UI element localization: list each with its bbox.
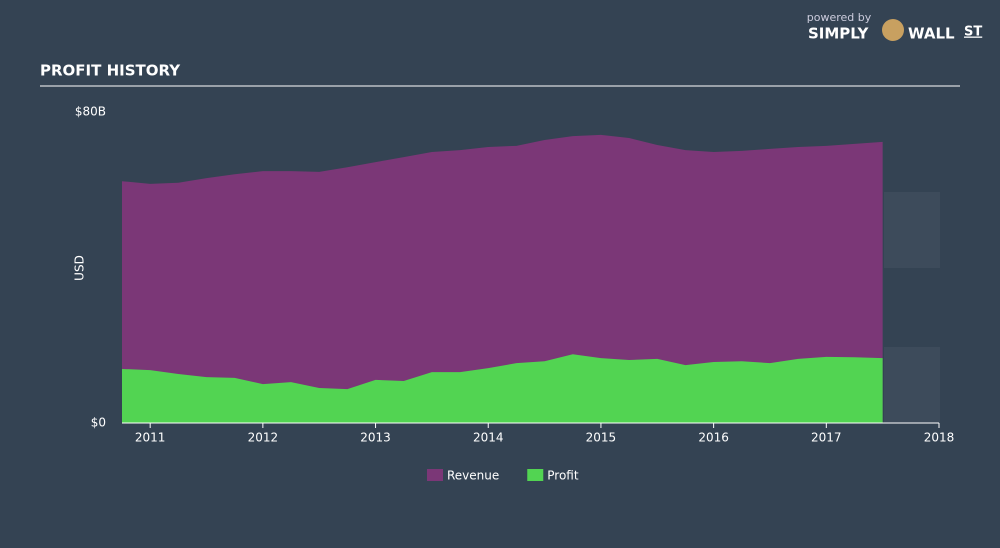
y-tick-label: $80B (75, 105, 106, 119)
brand-st: ST (964, 25, 982, 40)
x-tick-label: 2016 (698, 431, 729, 445)
brand-simply: SIMPLY (808, 25, 870, 43)
area (122, 354, 883, 423)
x-tick-label: 2011 (135, 431, 166, 445)
x-tick-label: 2015 (586, 431, 617, 445)
y-axis-label: USD (73, 255, 87, 281)
x-tick-label: 2014 (473, 431, 504, 445)
forecast-band (884, 347, 940, 423)
area (122, 134, 883, 423)
x-tick-label: 2013 (360, 431, 391, 445)
forecast-band (884, 192, 940, 268)
legend-swatch (527, 469, 544, 481)
legend-label: Profit (547, 469, 579, 483)
x-tick-label: 2018 (924, 431, 955, 445)
chart-title: PROFIT HISTORY (40, 62, 181, 80)
x-tick-label: 2012 (248, 431, 279, 445)
x-tick-label: 2017 (811, 431, 842, 445)
legend-swatch (427, 469, 443, 481)
logo (882, 19, 904, 41)
y-tick-label: $0 (91, 416, 106, 430)
powered-by: powered by (807, 11, 872, 24)
brand-wall: WALL (908, 25, 955, 43)
legend-label: Revenue (447, 469, 499, 483)
